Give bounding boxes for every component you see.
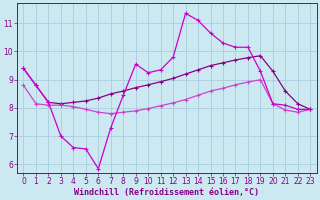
- X-axis label: Windchill (Refroidissement éolien,°C): Windchill (Refroidissement éolien,°C): [74, 188, 260, 197]
